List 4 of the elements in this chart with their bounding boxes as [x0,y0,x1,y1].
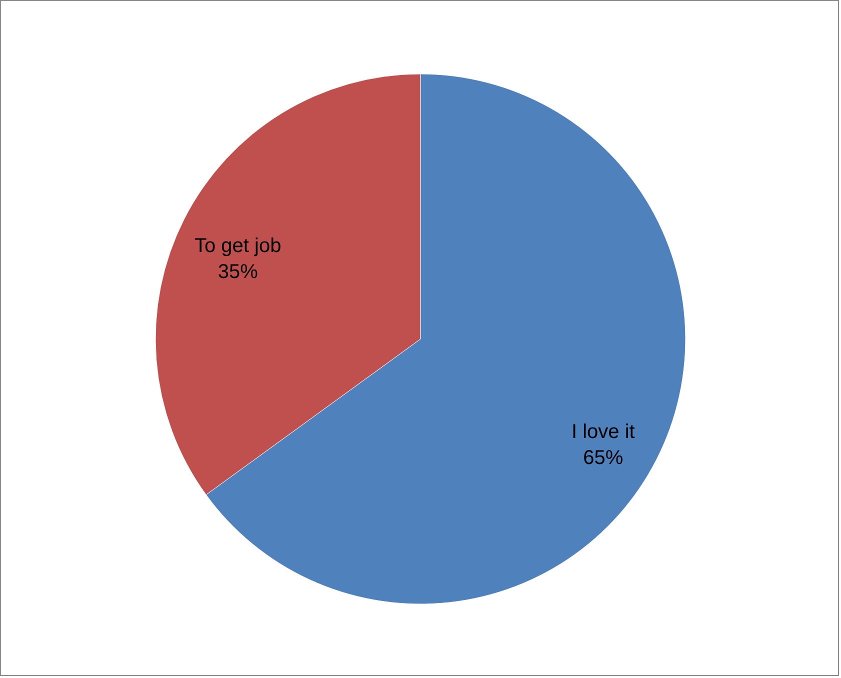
data-label: 65% [583,447,624,470]
data-label: 35% [218,260,258,283]
slice-label: I love it [571,421,636,444]
slice-label: To get job [194,234,282,257]
